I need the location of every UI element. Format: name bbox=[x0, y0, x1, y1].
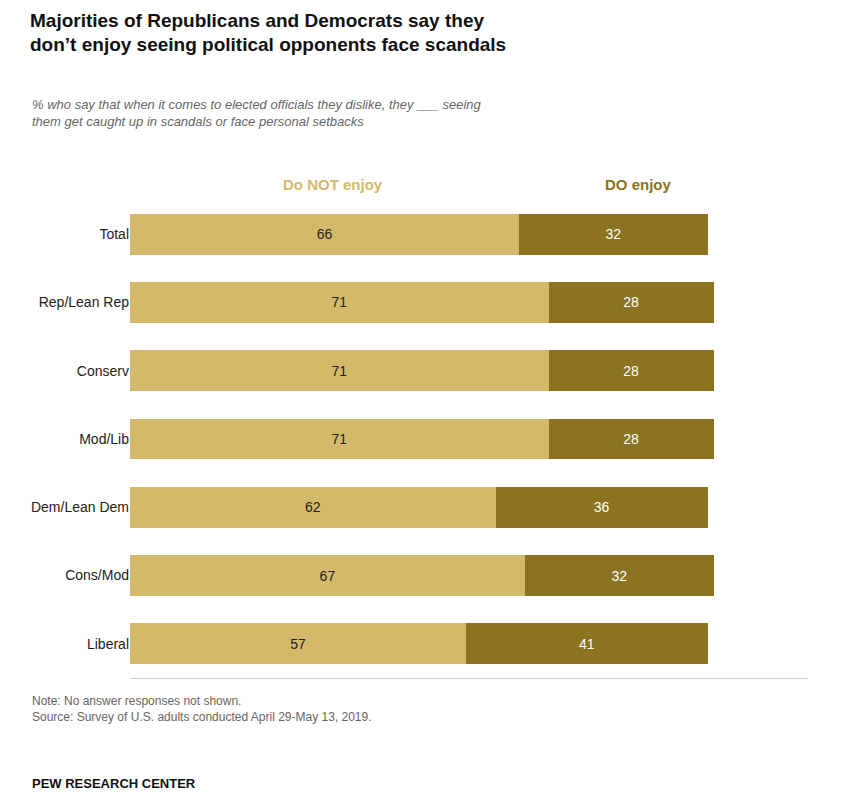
svg-text:32: 32 bbox=[611, 568, 627, 584]
svg-text:36: 36 bbox=[594, 499, 610, 515]
svg-text:28: 28 bbox=[623, 294, 639, 310]
svg-text:PEW RESEARCH CENTER: PEW RESEARCH CENTER bbox=[32, 776, 196, 791]
svg-text:DO enjoy: DO enjoy bbox=[605, 176, 672, 193]
svg-text:28: 28 bbox=[623, 363, 639, 379]
svg-text:Total: Total bbox=[99, 226, 129, 242]
svg-text:Do NOT enjoy: Do NOT enjoy bbox=[283, 176, 383, 193]
svg-text:32: 32 bbox=[606, 226, 622, 242]
svg-text:% who say that when it comes t: % who say that when it comes to elected … bbox=[32, 97, 482, 129]
svg-text:Mod/Lib: Mod/Lib bbox=[79, 431, 129, 447]
svg-text:71: 71 bbox=[331, 431, 347, 447]
svg-text:71: 71 bbox=[331, 363, 347, 379]
svg-text:66: 66 bbox=[317, 226, 333, 242]
svg-text:Dem/Lean Dem: Dem/Lean Dem bbox=[31, 499, 129, 515]
svg-text:Note: No answer responses not: Note: No answer responses not shown.Sour… bbox=[32, 694, 372, 724]
svg-text:Rep/Lean Rep: Rep/Lean Rep bbox=[39, 294, 130, 310]
svg-text:71: 71 bbox=[331, 294, 347, 310]
svg-text:28: 28 bbox=[623, 431, 639, 447]
svg-text:Cons/Mod: Cons/Mod bbox=[65, 567, 129, 583]
svg-text:Liberal: Liberal bbox=[87, 636, 129, 652]
svg-text:Conserv: Conserv bbox=[77, 363, 129, 379]
svg-text:Majorities of Republicans and: Majorities of Republicans and Democrats … bbox=[30, 10, 506, 56]
svg-text:62: 62 bbox=[305, 499, 321, 515]
svg-text:57: 57 bbox=[290, 636, 306, 652]
svg-text:67: 67 bbox=[320, 568, 336, 584]
svg-text:41: 41 bbox=[579, 636, 595, 652]
